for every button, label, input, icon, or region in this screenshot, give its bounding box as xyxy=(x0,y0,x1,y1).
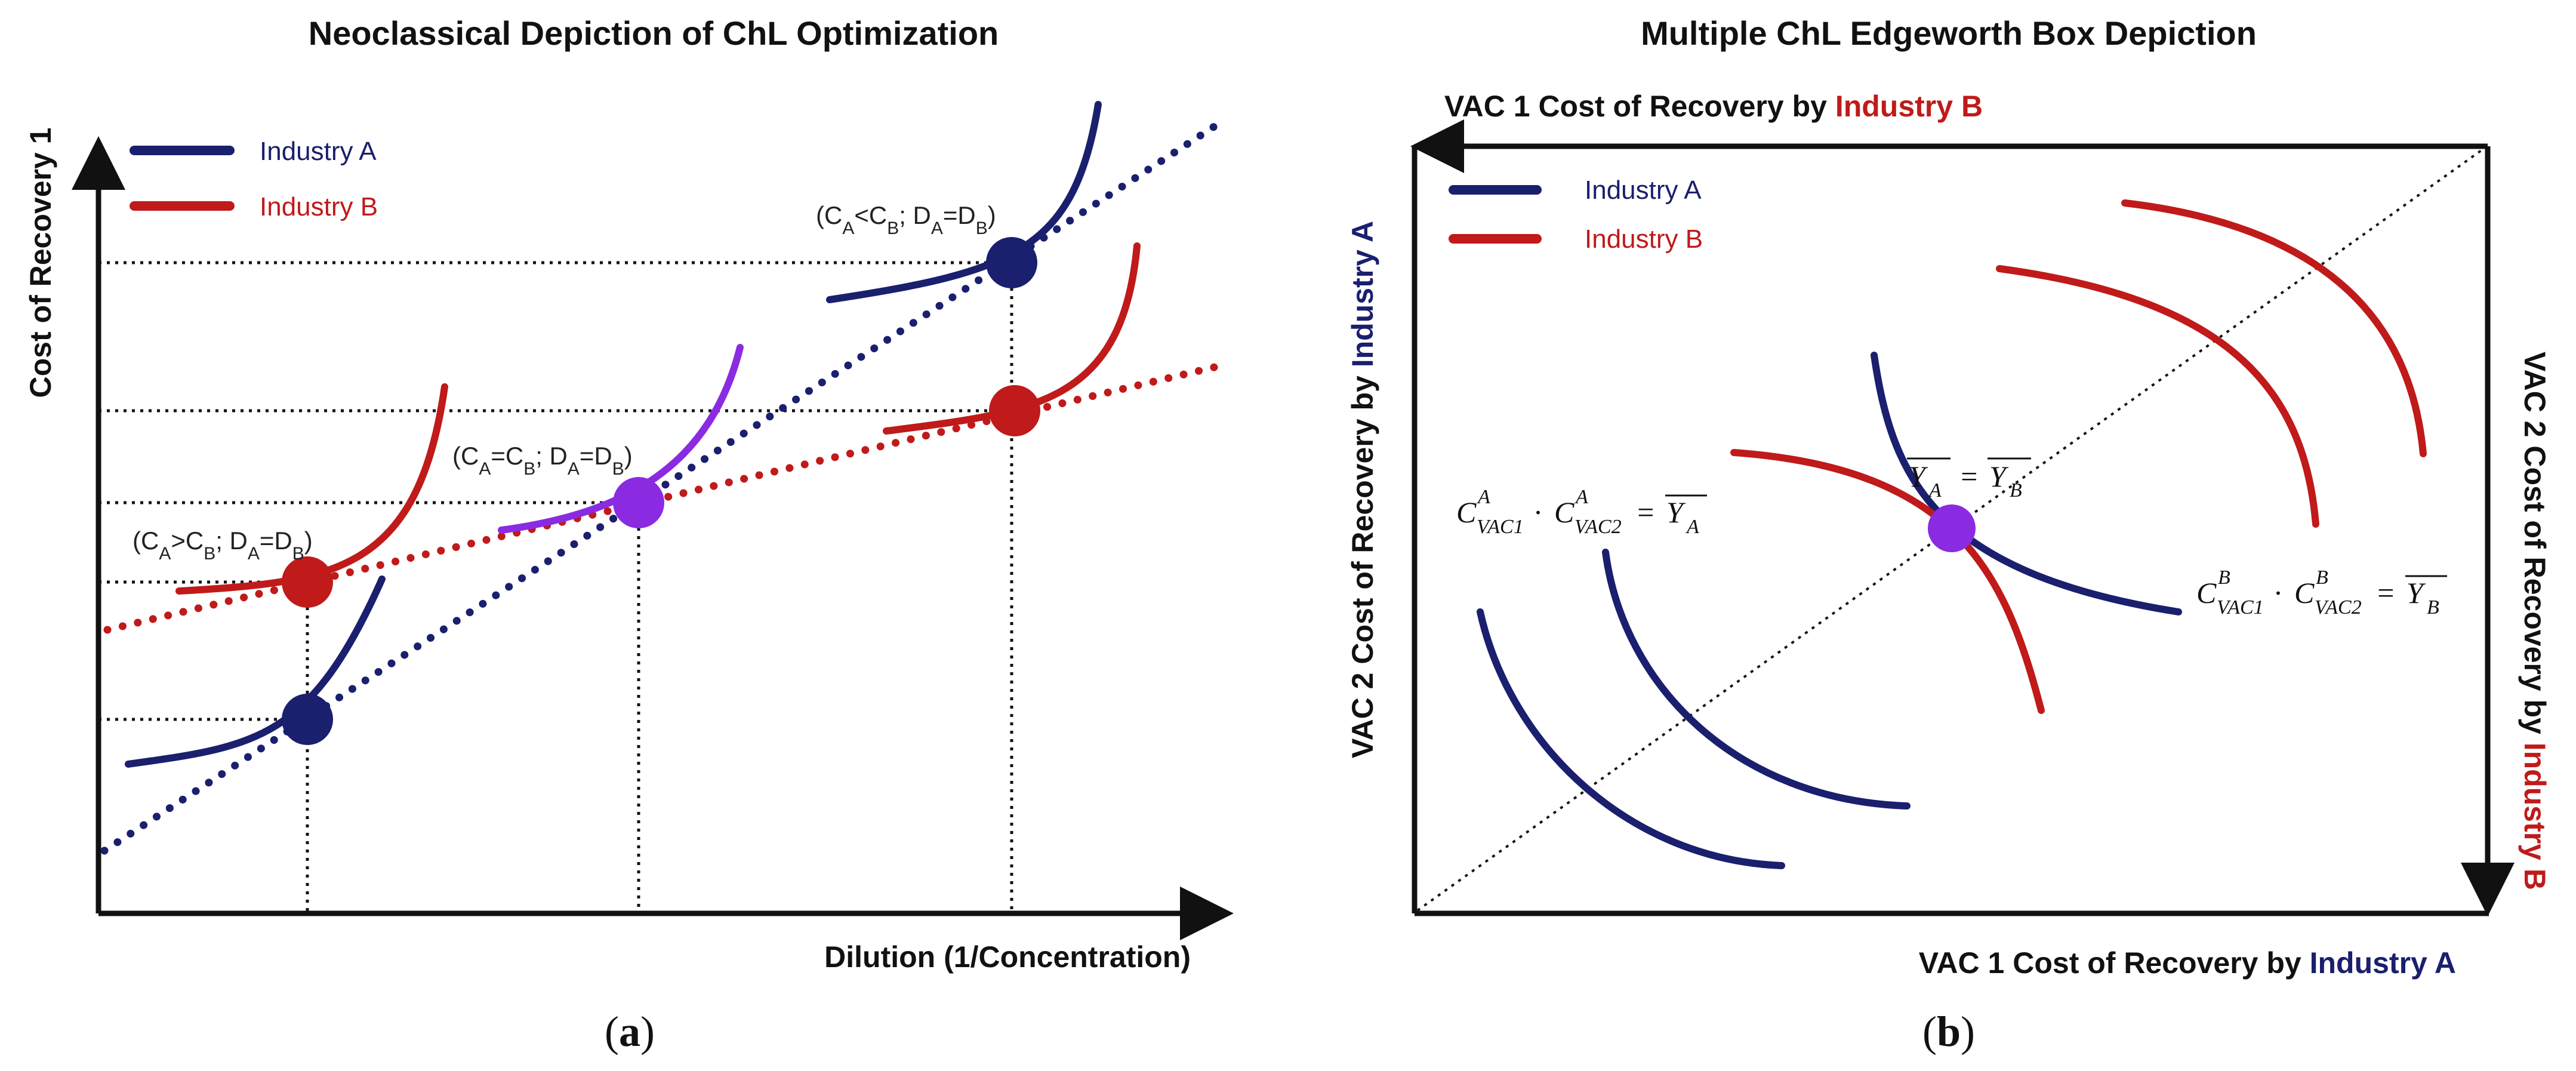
svg-text:C: C xyxy=(2294,576,2315,610)
panel-a-title: Neoclassical Depiction of ChL Optimizati… xyxy=(309,14,999,52)
panel-b: Multiple ChL Edgeworth Box Depiction VAC… xyxy=(1346,14,2552,1055)
tangency-point xyxy=(1928,504,1976,552)
equilibrium-a-low xyxy=(282,694,333,745)
svg-text:Y: Y xyxy=(1666,496,1686,529)
combined-curve-mid xyxy=(498,344,744,534)
svg-text:VAC2: VAC2 xyxy=(1574,516,1622,538)
svg-text:=: = xyxy=(2375,576,2396,610)
y-axis-label: Cost of Recovery 1 xyxy=(24,128,57,398)
svg-text:A: A xyxy=(1686,516,1699,538)
caption-a: (a) xyxy=(605,1008,655,1055)
svg-text:B: B xyxy=(2316,567,2328,589)
industry-b-indiff-2 xyxy=(1996,265,2319,528)
annotation-ca-eq-cb: (CA=CB; DA=DB) xyxy=(452,442,633,479)
formula-industry-b: C B VAC1 · C B VAC2 = Y B xyxy=(2196,567,2447,618)
industry-b-indiff-3 xyxy=(2121,199,2427,457)
svg-text:C: C xyxy=(1554,496,1574,529)
equilibrium-b-high xyxy=(989,385,1040,436)
svg-text:·: · xyxy=(2274,576,2282,610)
svg-text:C: C xyxy=(2196,576,2217,610)
box-right-label: VAC 2 Cost of Recovery by Industry B xyxy=(2518,352,2552,890)
svg-text:A: A xyxy=(1928,479,1942,501)
legend-a: Industry A Industry B xyxy=(130,137,378,221)
legend-label-industry-a: Industry A xyxy=(260,137,377,166)
industry-a-curve-low xyxy=(125,575,386,768)
box-bottom-label: VAC 1 Cost of Recovery by Industry A xyxy=(1919,946,2456,980)
svg-text:B: B xyxy=(2427,596,2439,618)
svg-text:C: C xyxy=(1456,496,1477,529)
svg-text:=: = xyxy=(1635,496,1656,529)
box-top-label: VAC 1 Cost of Recovery by Industry B xyxy=(1444,90,1983,123)
legend-label-industry-a-b: Industry A xyxy=(1585,176,1702,205)
svg-text:Y: Y xyxy=(2406,576,2426,610)
equilibrium-a-high xyxy=(986,237,1037,288)
legend-label-industry-b-b: Industry B xyxy=(1585,224,1703,254)
legend-label-industry-b: Industry B xyxy=(260,192,378,221)
svg-text:B: B xyxy=(2218,567,2230,589)
industry-a-expansion-line xyxy=(100,118,1225,855)
equilibrium-b-low xyxy=(282,556,333,608)
svg-text:Y: Y xyxy=(1909,460,1928,493)
panel-a: Neoclassical Depiction of ChL Optimizati… xyxy=(24,14,1234,1055)
annotation-ca-lt-cb: (CA<CB; DA=DB) xyxy=(816,201,996,238)
svg-text:VAC1: VAC1 xyxy=(1477,516,1524,538)
legend-b: Industry A Industry B xyxy=(1449,176,1703,254)
svg-text:A: A xyxy=(1477,486,1490,508)
x-axis-label: Dilution (1/Concentration) xyxy=(824,940,1191,974)
industry-a-indiff-2 xyxy=(1602,549,1911,810)
svg-text:A: A xyxy=(1574,486,1588,508)
caption-b: (b) xyxy=(1922,1008,1975,1055)
svg-text:=: = xyxy=(1959,460,1979,493)
formula-industry-a: C A VAC1 · C A VAC2 = Y A xyxy=(1456,486,1707,538)
svg-text:·: · xyxy=(1534,496,1542,529)
svg-text:B: B xyxy=(2010,479,2022,501)
industry-a-indiff-1 xyxy=(1477,608,1785,869)
annotation-ca-gt-cb: (CA>CB; DA=DB) xyxy=(133,527,313,564)
panel-b-title: Multiple ChL Edgeworth Box Depiction xyxy=(1641,14,2257,52)
industry-b-curve-high xyxy=(883,242,1141,435)
industry-b-curve-low xyxy=(175,383,448,595)
svg-text:VAC2: VAC2 xyxy=(2315,596,2362,618)
svg-text:Y: Y xyxy=(1989,460,2009,493)
guide-lines xyxy=(98,261,1015,913)
svg-text:VAC1: VAC1 xyxy=(2217,596,2264,618)
box-left-label: VAC 2 Cost of Recovery by Industry A xyxy=(1346,221,1379,758)
equilibrium-shared xyxy=(613,477,664,528)
formula-equal-output: Y A = Y B xyxy=(1907,457,2031,501)
